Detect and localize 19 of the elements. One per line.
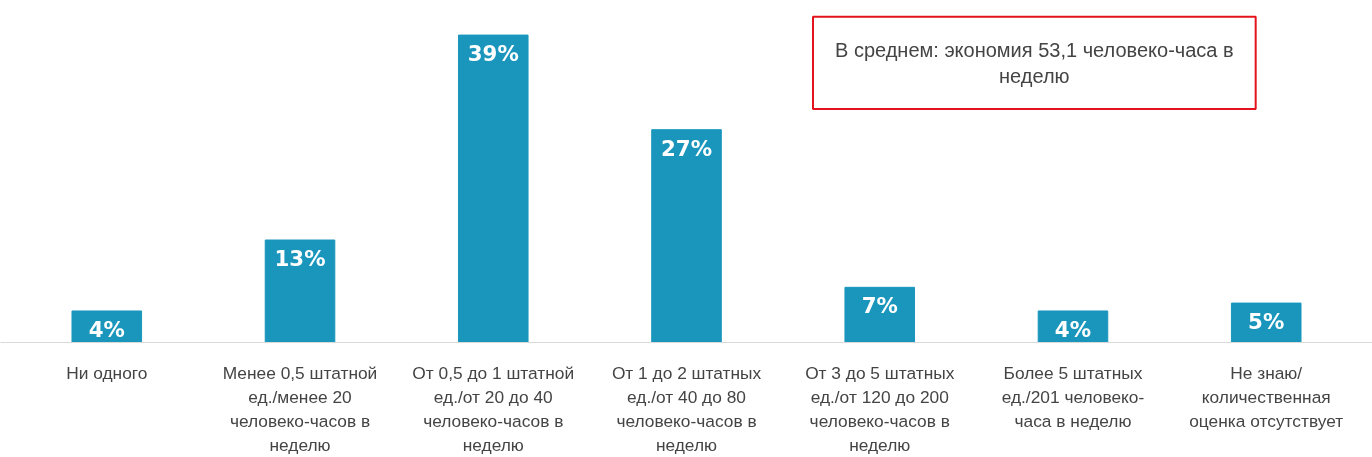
data-label: 4%: [1054, 316, 1092, 342]
x-tick-label: Не знаю/ количественная оценка отсутствует: [1189, 362, 1344, 431]
annotation: В среднем: экономия 53,1 человеко-часа в неделю: [834, 38, 1234, 88]
x-tick-label: От 0,5 до 1 штатной ед./от 20 до 40 человеко-часов в неделю: [412, 362, 575, 455]
bar: [651, 129, 722, 343]
data-label: 4%: [88, 316, 125, 342]
bar: [264, 239, 336, 343]
data-label: 5%: [1248, 309, 1285, 335]
data-label: 27%: [660, 135, 713, 161]
x-tick-label: От 1 до 2 штатных ед./от 40 до 80 человеко-часов в неделю: [611, 362, 762, 455]
data-label: 7%: [861, 293, 898, 319]
x-tick-label: От 3 до 5 штатных ед./от 120 до 200 человеко-часов в неделю: [805, 362, 955, 455]
data-label: 13%: [274, 246, 326, 272]
bar: [844, 286, 916, 343]
x-tick-label: Менее 0,5 штатной ед./менее 20 человеко-часов в неделю: [222, 362, 378, 455]
x-tick-label: Более 5 штатных ед./201 человеко-часа в неделю: [1001, 362, 1145, 431]
bar: [457, 34, 529, 343]
data-label: 39%: [467, 41, 519, 67]
x-tick-label: Ни одного: [66, 362, 148, 383]
